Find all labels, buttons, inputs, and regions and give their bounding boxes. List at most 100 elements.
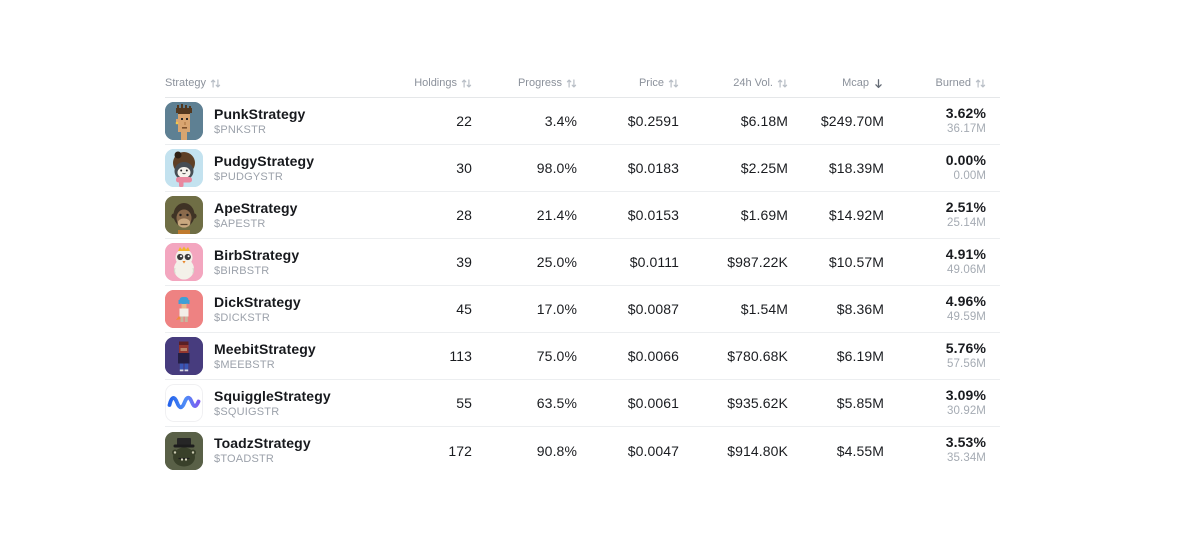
- mcap-value: $18.39M: [828, 160, 884, 176]
- sort-updown-icon: [461, 78, 472, 89]
- column-header-volume_24h[interactable]: 24h Vol.: [679, 76, 788, 90]
- holdings-value: 113: [449, 348, 472, 364]
- burned-amount-value: 30.92M: [947, 404, 986, 417]
- table-header: Strategy Holdings Progress Price 24h Vol. Mca…: [165, 76, 1000, 98]
- table-row[interactable]: PudgyStrategy $PUDGYSTR 30 98.0% $0.0183…: [165, 145, 1000, 192]
- strategy-name-block: PunkStrategy $PNKSTR: [214, 106, 305, 137]
- column-header-mcap[interactable]: Mcap: [788, 76, 884, 90]
- price-value: $0.0066: [627, 348, 679, 364]
- column-header-label: Holdings: [414, 77, 457, 89]
- strategy-ticker: $PNKSTR: [214, 123, 267, 136]
- holdings-value: 55: [456, 395, 472, 411]
- strategy-ticker: $DICKSTR: [214, 311, 270, 324]
- column-header-holdings[interactable]: Holdings: [367, 76, 472, 90]
- strategy-cell: DickStrategy $DICKSTR: [165, 290, 367, 328]
- strategy-name-block: ToadzStrategy $TOADSTR: [214, 435, 311, 466]
- sort-updown-icon: [210, 78, 221, 89]
- burned-percent-value: 4.96%: [945, 292, 986, 309]
- strategy-name: SquiggleStrategy: [214, 387, 331, 404]
- sort-updown-icon: [668, 78, 679, 89]
- volume-24h-value: $1.69M: [740, 207, 788, 223]
- strategy-cell: ToadzStrategy $TOADSTR: [165, 431, 367, 470]
- strategy-name: PunkStrategy: [214, 105, 306, 122]
- sort-desc-icon: [873, 78, 884, 89]
- punk-avatar: [165, 102, 203, 140]
- burned-amount-value: 49.06M: [947, 263, 986, 276]
- strategy-cell: PudgyStrategy $PUDGYSTR: [165, 149, 367, 187]
- table-row[interactable]: PunkStrategy $PNKSTR 22 3.4% $0.2591 $6.…: [165, 98, 1000, 145]
- column-header-burned[interactable]: Burned: [884, 76, 986, 90]
- price-value: $0.2591: [627, 113, 679, 129]
- holdings-value: 45: [456, 301, 472, 317]
- burned-percent-value: 4.91%: [945, 245, 986, 262]
- table-row[interactable]: BirbStrategy $BIRBSTR 39 25.0% $0.0111 $…: [165, 239, 1000, 286]
- table-row[interactable]: DickStrategy $DICKSTR 45 17.0% $0.0087 $…: [165, 286, 1000, 333]
- burned-amount-value: 57.56M: [947, 357, 986, 370]
- holdings-value: 28: [456, 207, 472, 223]
- column-header-label: Mcap: [842, 77, 869, 89]
- strategy-ticker: $BIRBSTR: [214, 264, 270, 277]
- holdings-value: 22: [456, 113, 472, 129]
- table-body: PunkStrategy $PNKSTR 22 3.4% $0.2591 $6.…: [165, 98, 1000, 474]
- strategy-cell: MeebitStrategy $MEEBSTR: [165, 337, 367, 375]
- volume-24h-value: $1.54M: [740, 301, 788, 317]
- mcap-value: $6.19M: [836, 348, 884, 364]
- burned-percent-value: 3.09%: [945, 386, 986, 403]
- mcap-value: $8.36M: [836, 301, 884, 317]
- column-header-label: Burned: [935, 77, 971, 89]
- burned-cell: 4.91% 49.06M: [884, 245, 986, 278]
- sort-updown-icon: [566, 78, 577, 89]
- price-value: $0.0061: [627, 395, 679, 411]
- mcap-value: $5.85M: [836, 395, 884, 411]
- strategy-name: ApeStrategy: [214, 199, 298, 216]
- burned-cell: 5.76% 57.56M: [884, 339, 986, 372]
- pudgy-avatar: [165, 149, 203, 187]
- strategy-ticker: $MEEBSTR: [214, 358, 275, 371]
- burned-cell: 3.62% 36.17M: [884, 105, 986, 137]
- column-header-label: Strategy: [165, 77, 206, 89]
- progress-value: 90.8%: [536, 442, 577, 459]
- strategy-name-block: BirbStrategy $BIRBSTR: [214, 247, 299, 278]
- column-header-strategy[interactable]: Strategy: [165, 76, 367, 90]
- strategy-name-block: ApeStrategy $APESTR: [214, 200, 298, 231]
- toadz-avatar: [165, 431, 203, 470]
- price-value: $0.0153: [627, 207, 679, 223]
- burned-percent-value: 3.53%: [945, 434, 986, 450]
- table-row[interactable]: MeebitStrategy $MEEBSTR 113 75.0% $0.006…: [165, 333, 1000, 380]
- progress-value: 21.4%: [536, 207, 577, 223]
- strategy-name-block: DickStrategy $DICKSTR: [214, 294, 301, 325]
- table-row[interactable]: SquiggleStrategy $SQUIGSTR 55 63.5% $0.0…: [165, 380, 1000, 427]
- strategy-name: DickStrategy: [214, 293, 301, 310]
- column-header-price[interactable]: Price: [577, 76, 679, 90]
- sort-updown-icon: [975, 78, 986, 89]
- volume-24h-value: $914.80K: [727, 442, 788, 459]
- strategy-cell: PunkStrategy $PNKSTR: [165, 102, 367, 140]
- column-header-progress[interactable]: Progress: [472, 76, 577, 90]
- squiggle-avatar: [165, 384, 203, 422]
- strategy-cell: BirbStrategy $BIRBSTR: [165, 243, 367, 281]
- price-value: $0.0111: [629, 254, 679, 270]
- burned-amount-value: 36.17M: [947, 122, 986, 135]
- volume-24h-value: $6.18M: [740, 113, 788, 129]
- volume-24h-value: $935.62K: [727, 395, 788, 411]
- price-value: $0.0047: [627, 442, 679, 459]
- volume-24h-value: $780.68K: [727, 348, 788, 364]
- mcap-value: $249.70M: [820, 113, 884, 129]
- dick-avatar: [165, 290, 203, 328]
- strategy-ticker: $TOADSTR: [214, 453, 275, 465]
- column-header-label: 24h Vol.: [733, 77, 773, 89]
- burned-cell: 3.53% 35.34M: [884, 435, 986, 466]
- table-row[interactable]: ApeStrategy $APESTR 28 21.4% $0.0153 $1.…: [165, 192, 1000, 239]
- burned-percent-value: 5.76%: [945, 339, 986, 356]
- burned-cell: 0.00% 0.00M: [884, 152, 986, 184]
- table-row[interactable]: ToadzStrategy $TOADSTR 172 90.8% $0.0047…: [165, 427, 1000, 474]
- column-header-label: Price: [638, 77, 664, 89]
- price-value: $0.0183: [627, 160, 679, 176]
- strategy-cell: SquiggleStrategy $SQUIGSTR: [165, 384, 367, 422]
- mcap-value: $14.92M: [828, 207, 884, 223]
- progress-value: 17.0%: [536, 301, 577, 317]
- strategy-name: BirbStrategy: [214, 246, 300, 263]
- burned-cell: 4.96% 49.59M: [884, 292, 986, 325]
- holdings-value: 172: [448, 442, 472, 459]
- burned-amount-value: 0.00M: [953, 169, 986, 182]
